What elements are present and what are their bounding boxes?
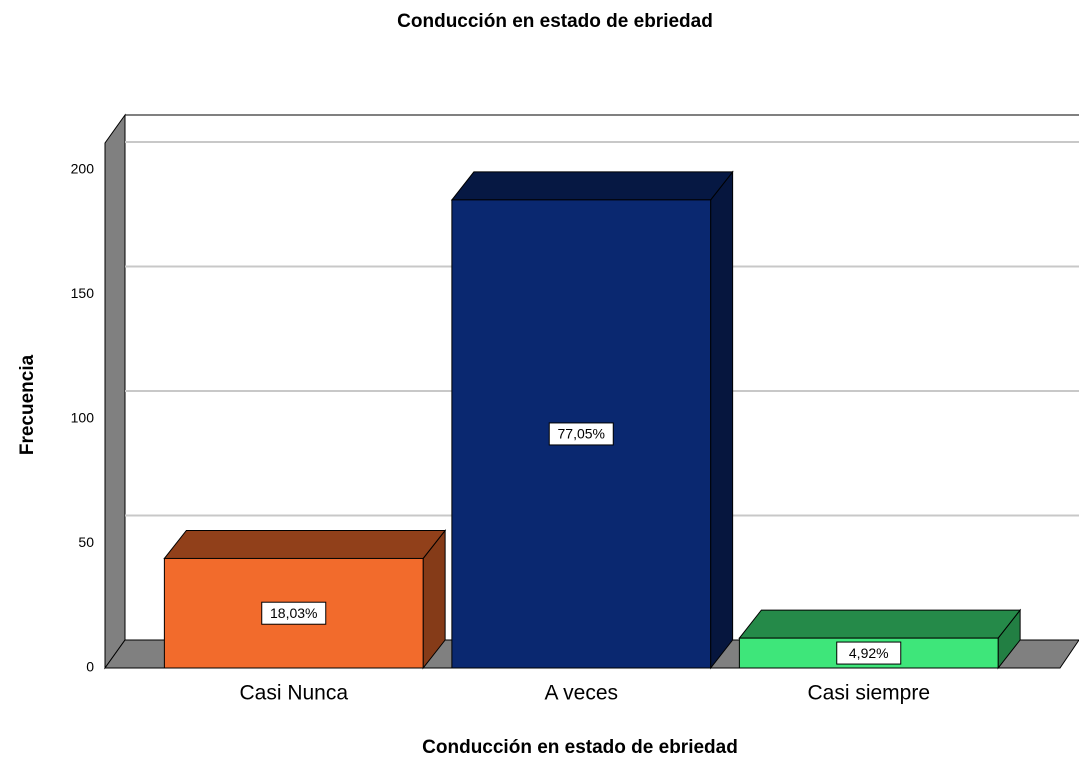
y-tick-label: 150 xyxy=(71,285,95,301)
x-tick-label: A veces xyxy=(544,682,618,705)
value-label-box xyxy=(261,601,327,625)
bar-top xyxy=(450,171,734,201)
x-tick-label: Casi siempre xyxy=(807,682,930,705)
value-label: 18,03% xyxy=(270,605,317,621)
y-axis-label: Frecuencia xyxy=(17,354,38,455)
y-tick-label: 200 xyxy=(71,161,95,177)
bar-side xyxy=(710,170,734,670)
chart-title: Conducción en estado de ebriedad xyxy=(397,11,713,32)
value-label: 4,92% xyxy=(849,645,889,661)
bar-top xyxy=(163,529,447,559)
y-tick-label: 50 xyxy=(78,534,94,550)
x-tick-label: Casi Nunca xyxy=(239,682,348,705)
value-label: 77,05% xyxy=(558,426,605,442)
x-axis-label: Conducción en estado de ebriedad xyxy=(422,737,738,758)
left-wall xyxy=(104,113,126,670)
y-tick-label: 100 xyxy=(71,410,95,426)
y-tick-label: 0 xyxy=(86,659,94,675)
bar-top xyxy=(738,609,1022,639)
value-label-box xyxy=(548,422,614,446)
value-label-box xyxy=(836,641,902,665)
